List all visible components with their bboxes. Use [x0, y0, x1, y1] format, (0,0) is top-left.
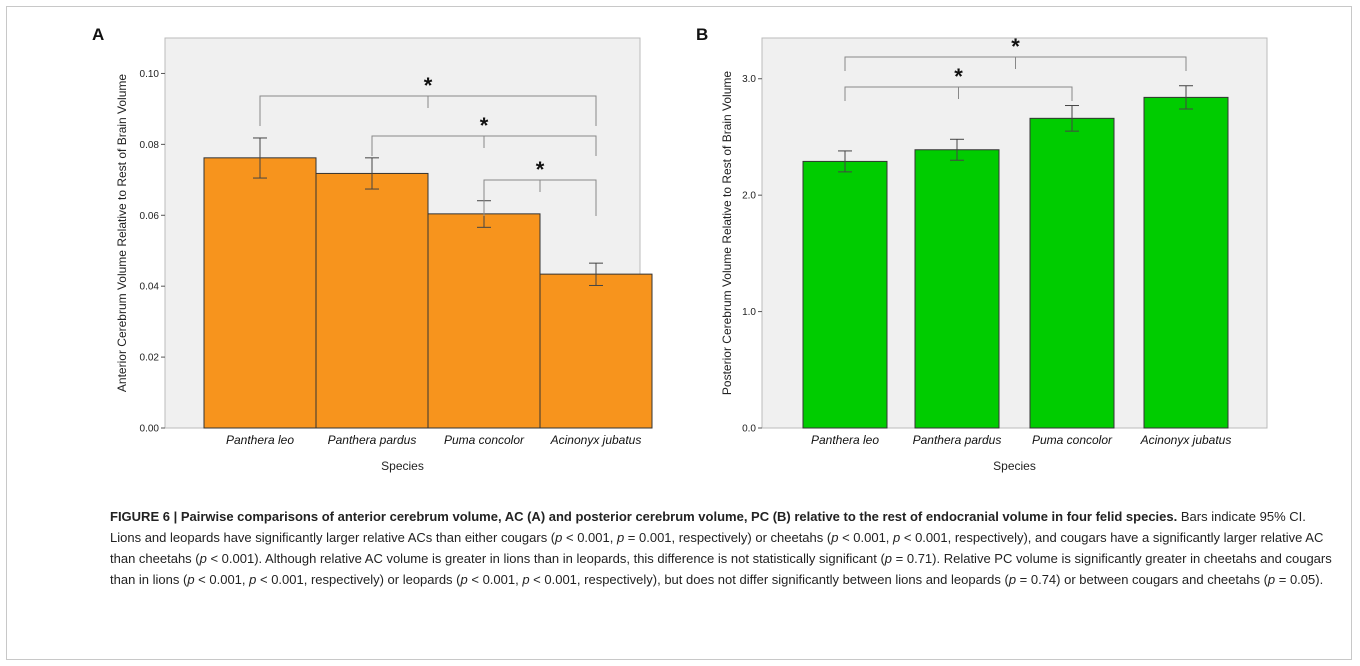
- y-tick-label: 0.02: [140, 353, 160, 364]
- bar: [427, 213, 541, 429]
- y-tick-label: 0.00: [140, 424, 160, 435]
- y-tick-label: 3.0: [742, 74, 756, 85]
- bar: [914, 149, 1000, 429]
- y-tick-label: 0.06: [140, 211, 160, 222]
- bar: [539, 273, 653, 429]
- x-tick-label: Acinonyx jubatus: [550, 433, 642, 447]
- panel-a: A 0.00 0.02 0.04 0.06 0.08 0.10 Anterior Cerebr…: [92, 25, 653, 473]
- bar: [1029, 117, 1115, 429]
- y-tick-label: 0.10: [140, 69, 160, 80]
- caption-title: FIGURE 6 | Pairwise comparisons of anter…: [110, 509, 1178, 524]
- bar: [315, 172, 429, 429]
- significance-star: *: [424, 73, 433, 98]
- x-axis-title: Species: [993, 459, 1036, 473]
- figure-chart-area: A 0.00 0.02 0.04 0.06 0.08 0.10 Anterior Cerebr…: [92, 25, 1268, 473]
- y-tick-label: 0.04: [140, 282, 160, 293]
- y-tick-label: 0.0: [742, 424, 756, 435]
- figure-caption: FIGURE 6 | Pairwise comparisons of anter…: [110, 506, 1340, 590]
- x-tick-label: Panthera pardus: [913, 433, 1002, 447]
- y-tick-label: 2.0: [742, 191, 756, 202]
- significance-star: *: [536, 157, 545, 182]
- y-axis-title: Anterior Cerebrum Volume Relative to Res…: [115, 74, 129, 392]
- x-tick-label: Panthera leo: [226, 433, 294, 447]
- y-tick-label: 1.0: [742, 307, 756, 318]
- significance-star: *: [480, 113, 489, 138]
- panel-b: B 0.0 1.0 2.0 3.0 Posterior Cerebrum Volume R…: [696, 25, 1268, 473]
- y-axis-title: Posterior Cerebrum Volume Relative to Re…: [720, 71, 734, 395]
- x-axis-title: Species: [381, 459, 424, 473]
- panel-label: B: [696, 25, 708, 44]
- bar: [1143, 96, 1229, 429]
- bar: [802, 160, 888, 429]
- bar: [203, 157, 317, 429]
- y-tick-label: 0.08: [140, 140, 160, 151]
- x-tick-label: Puma concolor: [1032, 433, 1113, 447]
- x-tick-label: Panthera leo: [811, 433, 879, 447]
- caption-body: Bars indicate 95% CI. Lions and leopards…: [110, 509, 1332, 587]
- x-tick-label: Puma concolor: [444, 433, 525, 447]
- significance-star: *: [1011, 34, 1020, 59]
- significance-star: *: [954, 64, 963, 89]
- x-tick-label: Panthera pardus: [328, 433, 417, 447]
- x-tick-label: Acinonyx jubatus: [1140, 433, 1232, 447]
- panel-label: A: [92, 25, 104, 44]
